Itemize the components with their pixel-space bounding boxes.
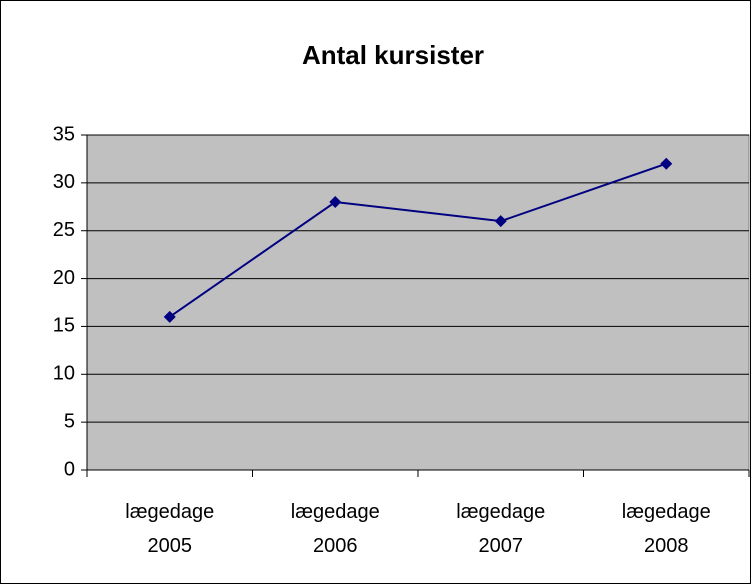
line [169, 162, 667, 318]
x-tick-label: lægedage 2007 [456, 501, 546, 557]
y-tick-label: 15 [53, 315, 75, 337]
x-tick-label: lægedage 2008 [621, 501, 711, 557]
marker [660, 157, 673, 170]
y-tick-label: 35 [53, 123, 75, 145]
y-tick-label: 10 [53, 363, 75, 385]
chart-title: Antal kursister [302, 40, 484, 70]
y-tick-label: 20 [53, 267, 75, 289]
marker [494, 215, 507, 228]
y-tick-label: 0 [64, 458, 75, 480]
marker [329, 196, 342, 208]
x-tick-label: lægedage 2006 [290, 501, 380, 557]
y-tick-label: 5 [64, 410, 75, 432]
marker [163, 310, 176, 323]
y-tick-label: 30 [53, 171, 75, 193]
plot-area [86, 134, 750, 471]
y-tick-label: 25 [53, 219, 75, 241]
x-tick-label: lægedage 2005 [125, 501, 215, 557]
